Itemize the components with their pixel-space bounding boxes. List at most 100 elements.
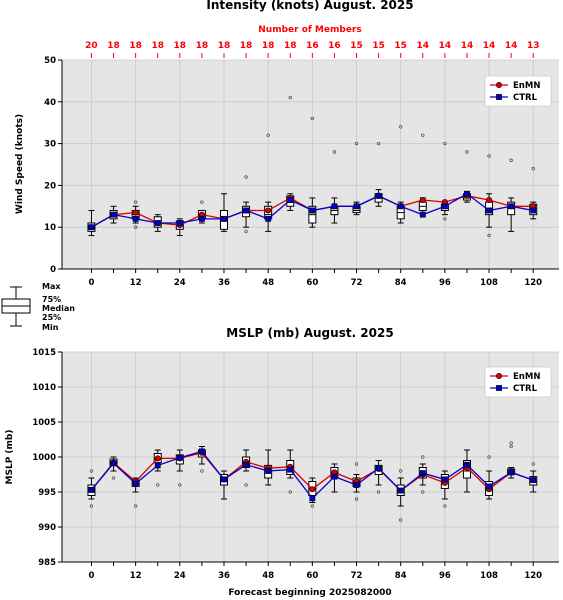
outlier-point [531, 462, 535, 466]
y-tick-label: 30 [44, 140, 56, 150]
outlier-point [421, 133, 425, 137]
point-enmn [486, 197, 493, 204]
point-ctrl [530, 477, 537, 483]
outlier-point [332, 150, 337, 154]
outlier-point [244, 175, 248, 179]
legend: EnMN CTRL [484, 366, 552, 398]
outlier-point [443, 504, 447, 508]
legend-label-enmn: EnMN [513, 81, 540, 91]
member-count: 15 [350, 41, 363, 51]
chart-1-marks: 0 10 20 30 40 50 0 12 24 36 48 60 72 84 96 108 120 EnMN CT… [44, 56, 559, 288]
point-ctrl [265, 468, 272, 474]
point-ctrl [375, 192, 382, 199]
point-ctrl [441, 203, 448, 210]
outlier-point [487, 455, 491, 459]
key-q1-label: 25% [42, 313, 61, 322]
outlier-point [399, 469, 403, 473]
x-tick-label: 84 [395, 278, 407, 288]
point-ctrl [375, 465, 382, 472]
point-ctrl [154, 220, 161, 226]
key-median-label: Median [42, 304, 75, 313]
outlier-point [509, 444, 513, 449]
point-ctrl [198, 215, 205, 222]
outlier-point [111, 476, 116, 480]
member-count: 18 [262, 41, 275, 51]
member-count: 14 [417, 41, 430, 51]
point-ctrl [486, 207, 492, 214]
outlier-point [200, 200, 204, 204]
point-ctrl [243, 461, 249, 468]
point-ctrl [110, 211, 117, 218]
x-tick-label: 48 [262, 278, 274, 288]
y-tick-label: 995 [38, 488, 56, 498]
member-count: 18 [218, 41, 231, 51]
y-tick-label: 50 [44, 56, 56, 66]
x-tick-label: 96 [439, 278, 451, 288]
outlier-point [509, 158, 513, 162]
outlier-point [244, 229, 248, 234]
outlier-point [354, 141, 359, 146]
point-ctrl [154, 462, 161, 469]
point-ctrl [486, 483, 492, 490]
outlier-point [376, 141, 381, 146]
point-ctrl [530, 207, 537, 214]
key-min-label: Min [42, 323, 59, 332]
legend-label-ctrl: CTRL [513, 384, 538, 394]
point-ctrl [353, 203, 360, 210]
point-ctrl [176, 220, 183, 226]
point-ctrl [397, 203, 404, 210]
outlier-point [376, 490, 381, 494]
point-ctrl [132, 215, 139, 222]
point-ctrl [464, 190, 470, 197]
series-ctrl [88, 190, 537, 231]
x-tick-label: 120 [524, 571, 542, 581]
y-tick-label: 1000 [32, 453, 56, 463]
y-tick-label: 20 [44, 181, 56, 191]
y-tick-label: 1015 [32, 348, 56, 358]
point-ctrl [176, 454, 183, 461]
point-ctrl [88, 486, 95, 493]
point-ctrl [265, 215, 272, 222]
series-ctrl [88, 448, 537, 502]
outlier-point [133, 504, 138, 508]
legend-marker [496, 385, 502, 391]
point-ctrl [353, 482, 360, 488]
point-ctrl [309, 495, 316, 502]
legend-label-ctrl: CTRL [513, 93, 538, 103]
member-count: 18 [151, 41, 164, 51]
y-tick-label: 1005 [32, 418, 56, 428]
chart-2-marks: 985 990 995 1000 1005 1010 1015 0 12 24 36 48 60 72 84… [32, 348, 559, 581]
outlier-point [310, 116, 314, 121]
member-count: 18 [129, 41, 142, 51]
point-ctrl [132, 480, 139, 487]
outlier-point [487, 154, 491, 158]
x-tick-label: 24 [174, 278, 186, 288]
member-count: 16 [306, 41, 319, 51]
point-ctrl [441, 476, 448, 483]
outlier-point [178, 483, 182, 487]
point-enmn [265, 207, 272, 214]
point-ctrl [331, 203, 338, 210]
x-tick-label: 72 [351, 278, 363, 288]
point-ctrl [221, 476, 227, 483]
outlier-point [399, 125, 403, 129]
point-enmn [154, 455, 161, 462]
box-72 [352, 141, 361, 216]
outlier-point [421, 455, 425, 459]
point-ctrl [287, 197, 294, 203]
member-count: 15 [394, 41, 407, 51]
y-tick-label: 40 [44, 98, 56, 108]
outlier-point [354, 497, 359, 501]
legend-marker [495, 372, 502, 379]
member-count: 15 [372, 41, 385, 51]
outlier-point [531, 167, 535, 171]
legend-marker [496, 94, 502, 100]
member-count: 16 [328, 41, 341, 51]
x-tick-label: 60 [306, 278, 318, 288]
chart-1-members-label: Number of Members [258, 25, 361, 35]
point-ctrl [419, 211, 426, 218]
member-count: 14 [461, 41, 474, 51]
outlier-point [354, 462, 359, 466]
member-count: 14 [505, 41, 518, 51]
